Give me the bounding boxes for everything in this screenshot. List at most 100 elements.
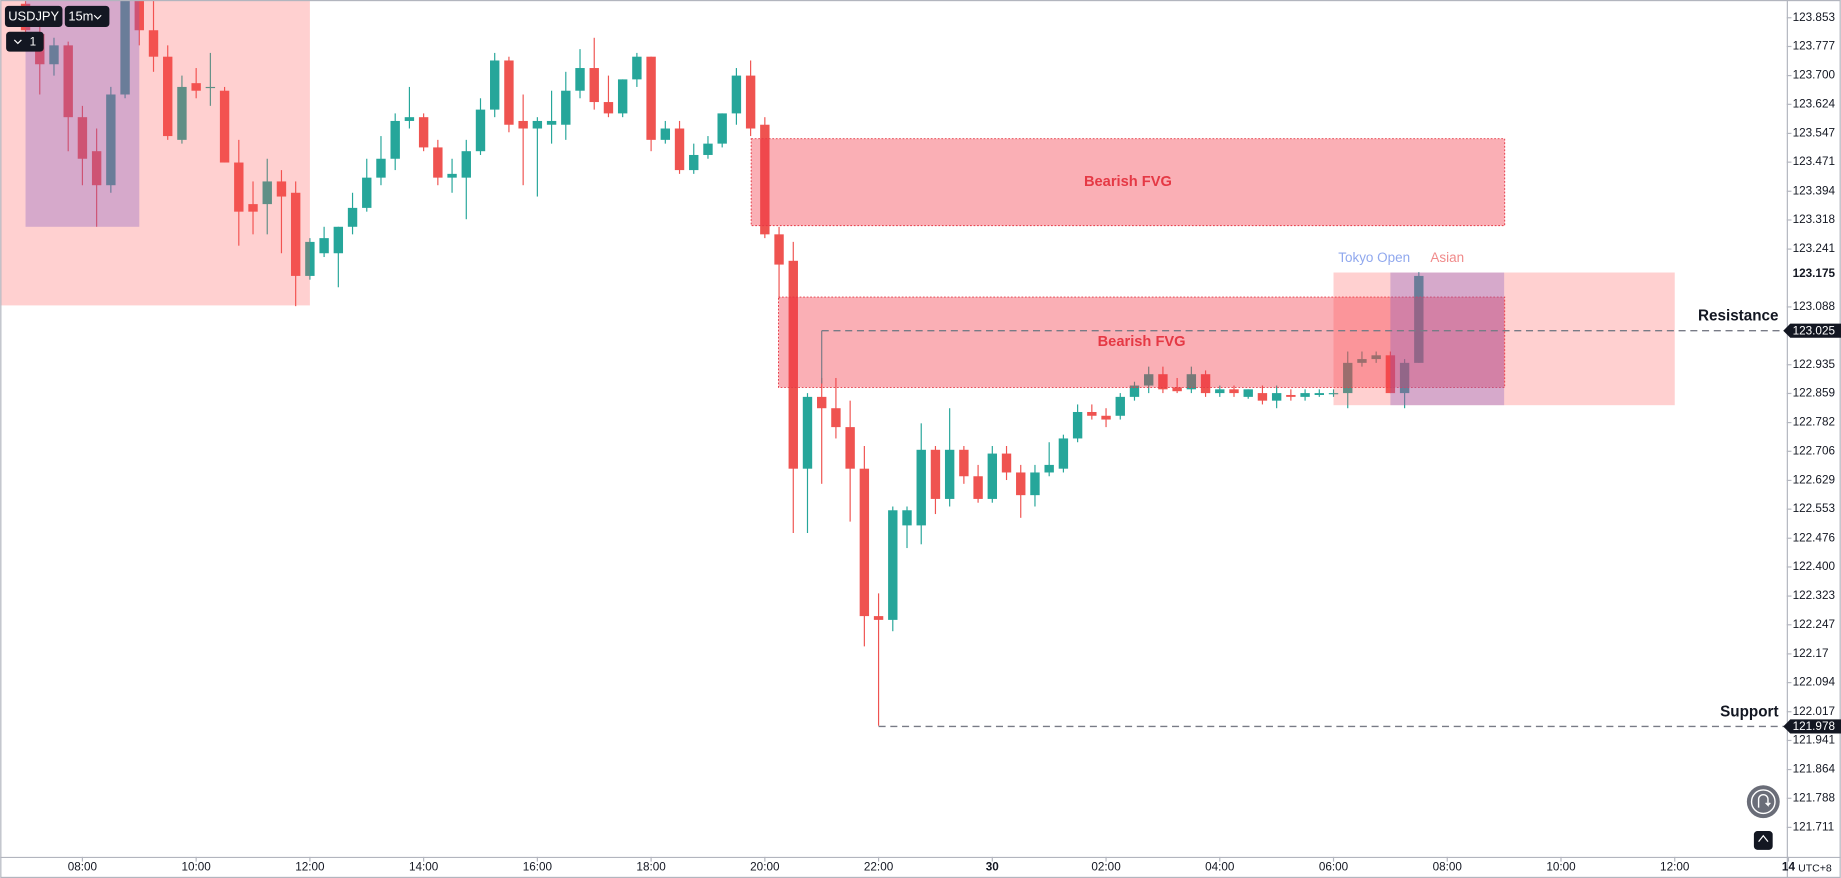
x-tick-label: 04:00 <box>1205 861 1235 874</box>
candle-body <box>1058 438 1069 469</box>
candle-body <box>1371 355 1381 360</box>
x-tick-label: 10:00 <box>181 861 211 874</box>
candle-body <box>177 86 187 140</box>
candle-body <box>390 120 400 159</box>
y-tick-label: 123.394 <box>1793 184 1836 197</box>
candle-body <box>148 30 159 57</box>
zone-label: Asian <box>1430 250 1464 265</box>
interval[interactable]: 15m <box>68 8 93 23</box>
candle-body <box>376 158 386 178</box>
layout-chevron[interactable] <box>13 39 22 45</box>
interval-badge[interactable] <box>64 5 110 27</box>
x-tick-label: 30 <box>986 861 1000 874</box>
candle-body <box>418 117 429 148</box>
candle-body <box>319 238 329 254</box>
symbol[interactable]: USDJPY <box>8 8 59 23</box>
candle-body <box>1044 464 1054 473</box>
candle-body <box>1229 389 1239 394</box>
candle-body <box>1215 389 1225 394</box>
interval-chevron[interactable] <box>93 14 102 20</box>
candle-body <box>546 120 557 125</box>
candle-body <box>1357 359 1367 363</box>
auto-scale-button[interactable] <box>1753 831 1773 850</box>
candle-body <box>362 177 372 208</box>
layout-count[interactable]: 1 <box>30 35 37 48</box>
candle-body <box>1072 411 1083 439</box>
candle-body <box>831 408 841 428</box>
zone <box>1333 272 1675 406</box>
y-tick-label: 123.777 <box>1793 40 1835 53</box>
symbol-badge[interactable] <box>4 5 63 27</box>
candle-body <box>163 56 173 137</box>
candle-body <box>674 128 685 171</box>
candle-body <box>859 468 870 617</box>
y-tick-label: 123.624 <box>1793 97 1836 110</box>
layout-badge[interactable] <box>6 31 44 52</box>
x-tick-label: 18:00 <box>636 861 666 874</box>
candle-body <box>717 113 727 144</box>
x-tick-label: 22:00 <box>864 861 894 874</box>
candle-body <box>987 453 998 499</box>
zone <box>0 0 310 306</box>
candle-body <box>1314 393 1324 395</box>
candle-body <box>1243 389 1253 397</box>
candle-body <box>788 260 798 469</box>
candle-body <box>77 117 88 159</box>
scroll-arrow[interactable] <box>1757 794 1771 808</box>
y-tick-label: 122.782 <box>1793 416 1835 429</box>
candle-body <box>120 0 130 95</box>
candle-body <box>1414 275 1424 363</box>
candle-body <box>944 449 955 499</box>
candle-body <box>63 45 73 118</box>
y-tick-label: 122.476 <box>1793 531 1835 544</box>
y-tick-label: 121.788 <box>1793 791 1836 804</box>
y-tick-label: 122.400 <box>1793 560 1836 573</box>
x-tick-label: 06:00 <box>1319 861 1349 874</box>
zone <box>1390 272 1505 406</box>
zone <box>750 138 1506 227</box>
y-tick-label: 122.17 <box>1793 647 1829 660</box>
y-tick-label: 122.323 <box>1793 589 1835 602</box>
zone-label: Tokyo Open <box>1338 250 1410 265</box>
candle-body <box>447 173 457 178</box>
y-tick-label: 122.094 <box>1793 676 1836 689</box>
y-tick-label: 123.471 <box>1793 155 1835 168</box>
scroll-icon[interactable] <box>1750 789 1776 815</box>
candle-body <box>518 120 528 129</box>
candle-body <box>1087 411 1097 416</box>
candle-body <box>134 0 144 31</box>
y-tick-label: 123.547 <box>1793 127 1835 140</box>
candle-body <box>290 192 301 276</box>
candle-body <box>1016 472 1026 496</box>
y-tick-label: 122.706 <box>1793 444 1835 457</box>
candle-body <box>248 204 258 212</box>
candle-body <box>1300 393 1310 397</box>
x-tick-label: 14:00 <box>409 861 439 874</box>
candle-body <box>845 427 855 469</box>
candle-body <box>1115 396 1125 416</box>
candle-body <box>973 476 983 499</box>
y-tick-label: 122.935 <box>1793 358 1836 371</box>
candle-body <box>404 117 415 121</box>
level-name: Resistance <box>1698 308 1779 325</box>
candle-body <box>91 151 102 186</box>
candle-body <box>205 86 216 89</box>
y-tick-label: 122.017 <box>1793 705 1835 718</box>
zone-label: Bearish FVG <box>1098 334 1186 350</box>
candle-body <box>1343 362 1353 394</box>
candle-body <box>632 56 642 80</box>
candle-body <box>689 154 699 171</box>
header[interactable]: USDJPY 15m 1 <box>4 5 110 52</box>
candle-body <box>433 147 443 178</box>
auto-scale-icon[interactable] <box>1758 834 1769 842</box>
x-tick-label: 12:00 <box>295 861 325 874</box>
candle-body <box>1271 393 1282 401</box>
timezone: UTC+8 <box>1798 862 1832 874</box>
zone <box>25 0 140 227</box>
plot-area: Bearish FVG Bearish FVG Tokyo Open Asian Res… <box>0 0 1787 728</box>
tools[interactable] <box>1746 785 1780 850</box>
